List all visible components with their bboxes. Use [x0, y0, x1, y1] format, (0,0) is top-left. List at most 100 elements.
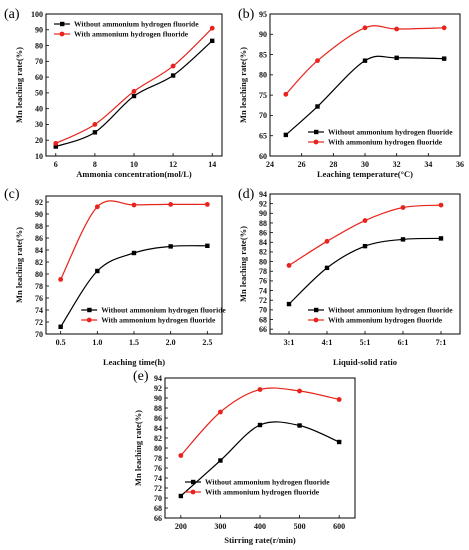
y-tick-label: 76	[35, 294, 43, 303]
data-point-square	[362, 243, 368, 249]
y-tick-label: 84	[154, 424, 162, 433]
legend-marker-square	[60, 21, 65, 27]
x-tick-label: 3:1	[284, 338, 295, 347]
legend-marker-circle	[59, 31, 65, 37]
x-tick-label: 30	[361, 160, 369, 169]
x-tick-label: 36	[456, 160, 464, 169]
legend-label: Without ammonium hydrogen fluoride	[74, 20, 199, 29]
y-tick-label: 86	[259, 228, 267, 237]
data-point-circle	[336, 397, 342, 402]
chart-panel: (b) 60 65 70 75 80 85 90 95 24 26 28 30 32 34 36 Leachin…	[238, 7, 464, 179]
legend-marker-circle	[313, 139, 319, 145]
x-axis-title: Stirring rate(r/min)	[224, 535, 296, 545]
data-point-circle	[441, 25, 447, 31]
y-tick-label: 10	[35, 152, 43, 161]
data-point-square	[170, 73, 176, 78]
y-tick-label: 82	[259, 248, 267, 257]
y-tick-label: 72	[35, 318, 43, 327]
x-tick-label: 500	[294, 522, 306, 531]
x-tick-label: 1.5	[129, 338, 139, 347]
legend-label: Without ammonium hydrogen fluoride	[328, 128, 453, 137]
data-point-circle	[58, 277, 64, 282]
data-point-circle	[204, 202, 210, 207]
x-tick-label: 600	[333, 522, 345, 531]
y-tick-label: 40	[35, 104, 43, 113]
legend-marker-circle	[190, 489, 196, 495]
x-tick-label: 14	[208, 160, 216, 169]
panel-label: (b)	[238, 7, 255, 22]
series-line	[180, 387, 340, 456]
data-point-circle	[92, 122, 98, 127]
data-point-square	[438, 236, 444, 241]
x-tick-label: 200	[175, 522, 187, 531]
y-axis-title: Mn leaching rate(%)	[133, 410, 143, 486]
data-point-square	[205, 243, 210, 248]
series-line	[288, 204, 442, 266]
y-tick-label: 70	[35, 57, 43, 66]
y-axis-title: Mn leaching rate(%)	[14, 47, 24, 123]
x-axis-title: Liquid-solid ratio	[333, 357, 397, 367]
data-point-square	[92, 130, 98, 135]
data-point-square	[441, 56, 447, 61]
legend-label: With ammonium hydrogen fluoride	[205, 488, 320, 497]
x-tick-label: 7:1	[436, 338, 447, 347]
data-point-square	[53, 144, 58, 149]
y-tick-label: 84	[259, 238, 267, 247]
y-tick-label: 68	[154, 504, 162, 513]
x-tick-label: 6:1	[398, 338, 409, 347]
y-tick-label: 94	[154, 374, 162, 383]
legend-label: Without ammonium hydrogen fluoride	[328, 306, 453, 315]
y-tick-label: 74	[35, 306, 43, 315]
legend-marker-square	[191, 479, 196, 485]
data-point-circle	[286, 263, 292, 268]
data-point-square	[95, 268, 100, 274]
data-point-circle	[94, 204, 100, 210]
y-tick-label: 20	[35, 136, 43, 145]
x-tick-label: 6	[54, 160, 58, 169]
data-point-circle	[324, 238, 330, 244]
y-tick-label: 50	[35, 89, 43, 98]
y-tick-label: 80	[259, 257, 267, 266]
data-point-circle	[257, 387, 263, 392]
y-tick-label: 65	[259, 132, 267, 141]
y-tick-label: 90	[259, 209, 267, 218]
y-tick-label: 86	[35, 234, 43, 243]
data-point-circle	[168, 202, 174, 207]
data-point-circle	[178, 453, 184, 458]
x-tick-label: 12	[169, 160, 177, 169]
y-tick-label: 70	[259, 111, 267, 120]
y-tick-label: 92	[154, 384, 162, 393]
y-tick-label: 94	[259, 190, 267, 199]
y-tick-label: 90	[154, 394, 162, 403]
data-point-square	[394, 55, 399, 61]
y-tick-label: 82	[35, 258, 43, 267]
y-tick-label: 90	[35, 26, 43, 35]
y-tick-label: 60	[259, 152, 267, 161]
x-tick-label: 400	[254, 522, 266, 531]
data-point-square	[131, 93, 137, 99]
legend-label: Without ammonium hydrogen fluoride	[101, 306, 226, 315]
data-point-circle	[218, 409, 223, 415]
y-tick-label: 84	[35, 246, 43, 255]
y-tick-label: 60	[35, 73, 43, 82]
y-tick-label: 90	[35, 210, 43, 219]
x-tick-label: 5:1	[360, 338, 371, 347]
data-point-square	[286, 301, 292, 307]
legend-label: With ammonium hydrogen fluoride	[74, 30, 189, 39]
y-tick-label: 80	[259, 71, 267, 80]
data-point-circle	[53, 140, 59, 146]
legend-label: Without ammonium hydrogen fluoride	[205, 478, 330, 487]
x-tick-label: 26	[298, 160, 306, 169]
y-tick-label: 78	[35, 282, 43, 291]
data-point-square	[178, 493, 184, 499]
data-point-square	[362, 58, 368, 63]
x-tick-label: 10	[130, 160, 138, 169]
data-point-circle	[170, 63, 176, 69]
y-tick-label: 70	[154, 494, 162, 503]
data-point-circle	[131, 88, 137, 94]
data-point-square	[131, 250, 137, 256]
data-point-circle	[315, 58, 320, 64]
x-tick-label: 1.0	[92, 338, 102, 347]
y-tick-label: 95	[259, 10, 267, 19]
